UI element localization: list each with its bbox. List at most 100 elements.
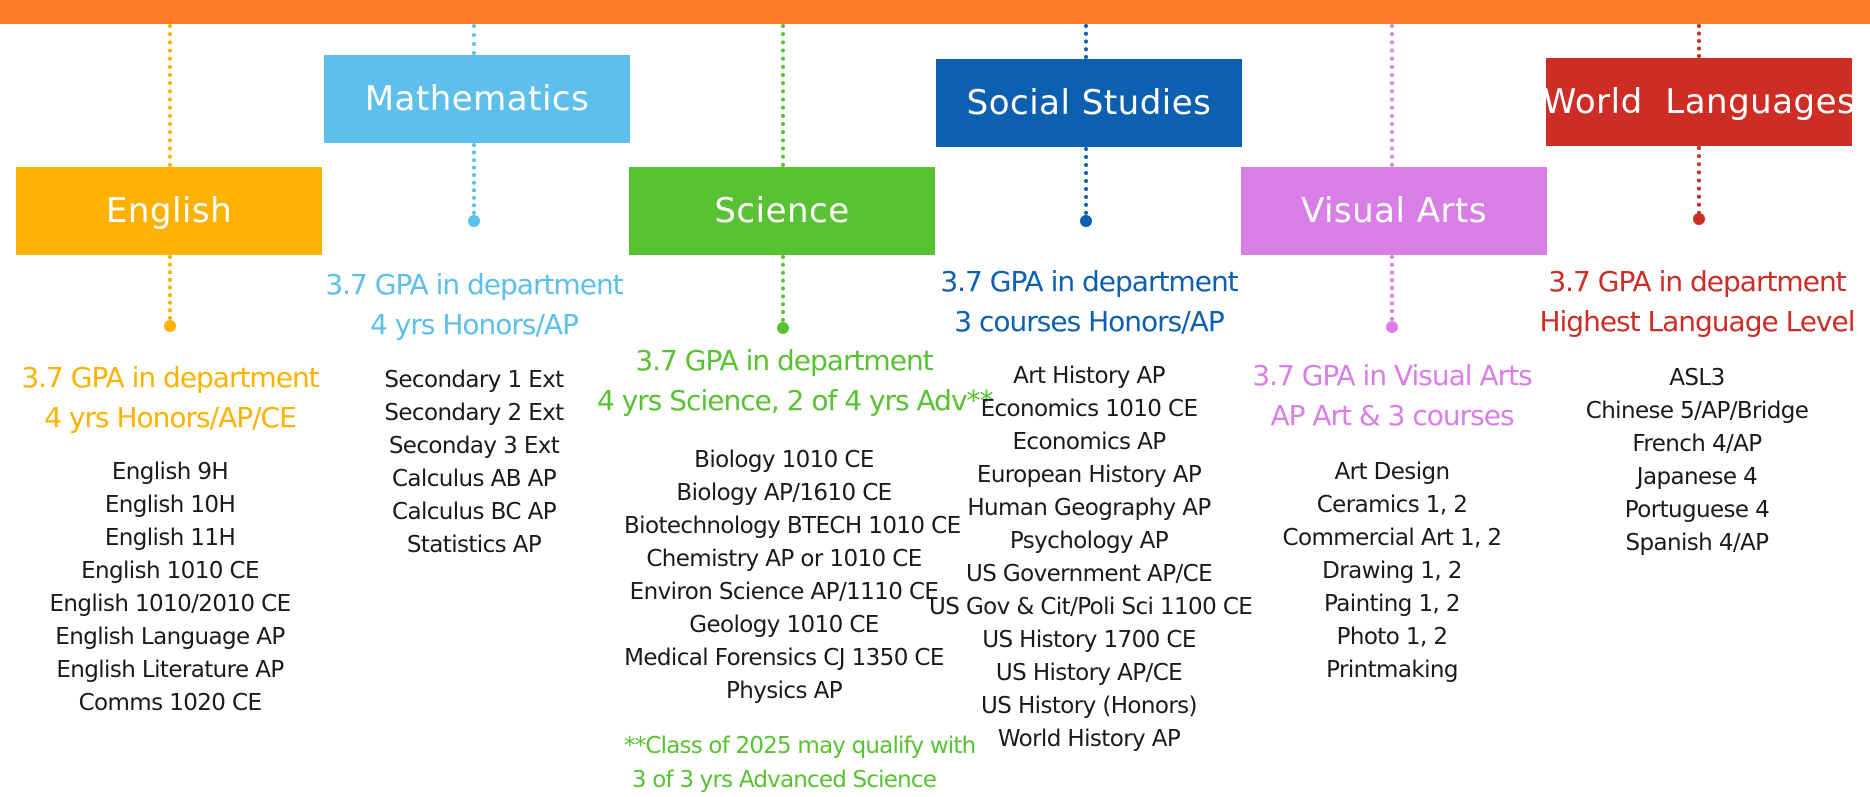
languages-connector-top	[1697, 24, 1701, 58]
english-course: English Literature AP	[56, 657, 284, 683]
languages-course-list: ASL3 Chinese 5/AP/Bridge French 4/AP Jap…	[1537, 362, 1857, 560]
english-connector-bottom	[168, 255, 172, 320]
science-title: Science	[714, 191, 850, 231]
science-course: Geology 1010 CE	[689, 612, 879, 638]
social-dot	[1080, 215, 1092, 227]
social-course: Economics 1010 CE	[980, 396, 1198, 422]
social-course: Psychology AP	[1009, 528, 1169, 554]
science-course: Biotechnology BTECH 1010 CE	[624, 513, 961, 539]
social-course: Economics AP	[1012, 429, 1166, 455]
math-course: Calculus BC AP	[392, 499, 557, 525]
social-course: US History 1700 CE	[982, 627, 1196, 653]
visual-course-list: Art Design Ceramics 1, 2 Commercial Art …	[1232, 456, 1552, 687]
english-course: Comms 1020 CE	[78, 690, 262, 716]
science-course: Biology AP/1610 CE	[676, 480, 892, 506]
science-header: Science	[629, 167, 935, 255]
social-req-gpa: 3.7 GPA in department	[940, 265, 1238, 298]
visual-requirements: 3.7 GPA in Visual Arts AP Art & 3 course…	[1222, 356, 1562, 436]
social-course: US History (Honors)	[981, 693, 1197, 719]
visual-course: Photo 1, 2	[1336, 624, 1448, 650]
math-course: Statistics AP	[406, 532, 542, 558]
math-requirements: 3.7 GPA in department 4 yrs Honors/AP	[304, 265, 644, 345]
social-connector-bottom	[1084, 147, 1088, 215]
social-connector-top	[1084, 24, 1088, 59]
visual-title: Visual Arts	[1300, 191, 1488, 231]
languages-dot	[1693, 213, 1705, 225]
social-req-courses: 3 courses Honors/AP	[954, 305, 1224, 338]
math-course: Seconday 3 Ext	[388, 433, 560, 459]
visual-course: Printmaking	[1326, 657, 1458, 683]
languages-course: French 4/AP	[1632, 431, 1762, 457]
visual-req-gpa: 3.7 GPA in Visual Arts	[1252, 359, 1532, 392]
visual-course: Drawing 1, 2	[1322, 558, 1462, 584]
science-connector-top	[781, 24, 785, 167]
languages-connector-bottom	[1697, 146, 1701, 215]
science-course: Environ Science AP/1110 CE	[629, 579, 939, 605]
languages-req-gpa: 3.7 GPA in department	[1548, 265, 1846, 298]
math-course-list: Secondary 1 Ext Secondary 2 Ext Seconday…	[314, 364, 634, 562]
english-course: English 1010/2010 CE	[49, 591, 291, 617]
science-requirements: 3.7 GPA in department 4 yrs Science, 2 o…	[597, 341, 994, 421]
english-header: English	[16, 167, 322, 255]
social-course: World History AP	[997, 726, 1181, 752]
science-footnote: **Class of 2025 may qualify with 3 of 3 …	[624, 729, 976, 797]
science-connector-bottom	[781, 255, 785, 322]
science-course: Biology 1010 CE	[694, 447, 874, 473]
english-req-gpa: 3.7 GPA in department	[21, 361, 319, 394]
social-course: US Government AP/CE	[965, 561, 1213, 587]
languages-course: Portuguese 4	[1624, 497, 1770, 523]
social-title: Social Studies	[966, 83, 1212, 123]
science-course: Physics AP	[726, 678, 843, 704]
english-connector-top	[168, 24, 172, 167]
science-course: Chemistry AP or 1010 CE	[646, 546, 922, 572]
math-connector-top	[472, 24, 476, 55]
math-course: Calculus AB AP	[391, 466, 557, 492]
visual-header: Visual Arts	[1241, 167, 1547, 255]
english-req-courses: 4 yrs Honors/AP/CE	[44, 401, 297, 434]
science-req-courses: 4 yrs Science, 2 of 4 yrs Adv**	[597, 384, 994, 417]
english-course: English 11H	[104, 525, 236, 551]
english-course: English Language AP	[55, 624, 285, 650]
visual-connector-top	[1390, 24, 1394, 167]
english-title: English	[105, 191, 233, 231]
science-dot	[777, 322, 789, 334]
science-footnote-line: 3 of 3 yrs Advanced Science	[631, 767, 937, 793]
top-accent-bar	[0, 0, 1870, 24]
visual-course: Painting 1, 2	[1324, 591, 1460, 617]
math-header: Mathematics	[324, 55, 630, 143]
english-course: English 9H	[111, 459, 229, 485]
languages-title: World Languages	[1542, 82, 1856, 122]
math-req-courses: 4 yrs Honors/AP	[370, 308, 579, 341]
social-course: Human Geography AP	[967, 495, 1211, 521]
languages-course: ASL3	[1669, 365, 1725, 391]
social-course: US Gov & Cit/Poli Sci 1100 CE	[929, 594, 1253, 620]
english-course: English 1010 CE	[81, 558, 259, 584]
languages-course: Chinese 5/AP/Bridge	[1585, 398, 1809, 424]
science-course-list: Biology 1010 CE Biology AP/1610 CE Biote…	[624, 444, 961, 708]
math-course: Secondary 1 Ext	[384, 367, 564, 393]
languages-header: World Languages	[1543, 58, 1855, 146]
english-course: English 10H	[104, 492, 236, 518]
math-course: Secondary 2 Ext	[384, 400, 564, 426]
english-requirements: 3.7 GPA in department 4 yrs Honors/AP/CE	[0, 358, 340, 438]
math-req-gpa: 3.7 GPA in department	[325, 268, 623, 301]
languages-req-level: Highest Language Level	[1539, 305, 1855, 338]
visual-req-courses: AP Art & 3 courses	[1270, 399, 1514, 432]
science-footnote-line: **Class of 2025 may qualify with	[624, 733, 976, 759]
visual-course: Commercial Art 1, 2	[1282, 525, 1502, 551]
languages-course: Spanish 4/AP	[1625, 530, 1770, 556]
social-header: Social Studies	[936, 59, 1242, 147]
social-course-list: Art History AP Economics 1010 CE Economi…	[929, 360, 1253, 756]
science-req-gpa: 3.7 GPA in department	[635, 344, 933, 377]
languages-requirements: 3.7 GPA in department Highest Language L…	[1527, 262, 1867, 342]
languages-course: Japanese 4	[1636, 464, 1758, 490]
english-course-list: English 9H English 10H English 11H Engli…	[10, 456, 330, 720]
math-title: Mathematics	[364, 79, 590, 119]
visual-course: Ceramics 1, 2	[1316, 492, 1468, 518]
science-course: Medical Forensics CJ 1350 CE	[624, 645, 944, 671]
english-dot	[164, 320, 176, 332]
visual-dot	[1386, 321, 1398, 333]
visual-connector-bottom	[1390, 255, 1394, 321]
math-connector-bottom	[472, 143, 476, 215]
social-course: Art History AP	[1013, 363, 1165, 389]
